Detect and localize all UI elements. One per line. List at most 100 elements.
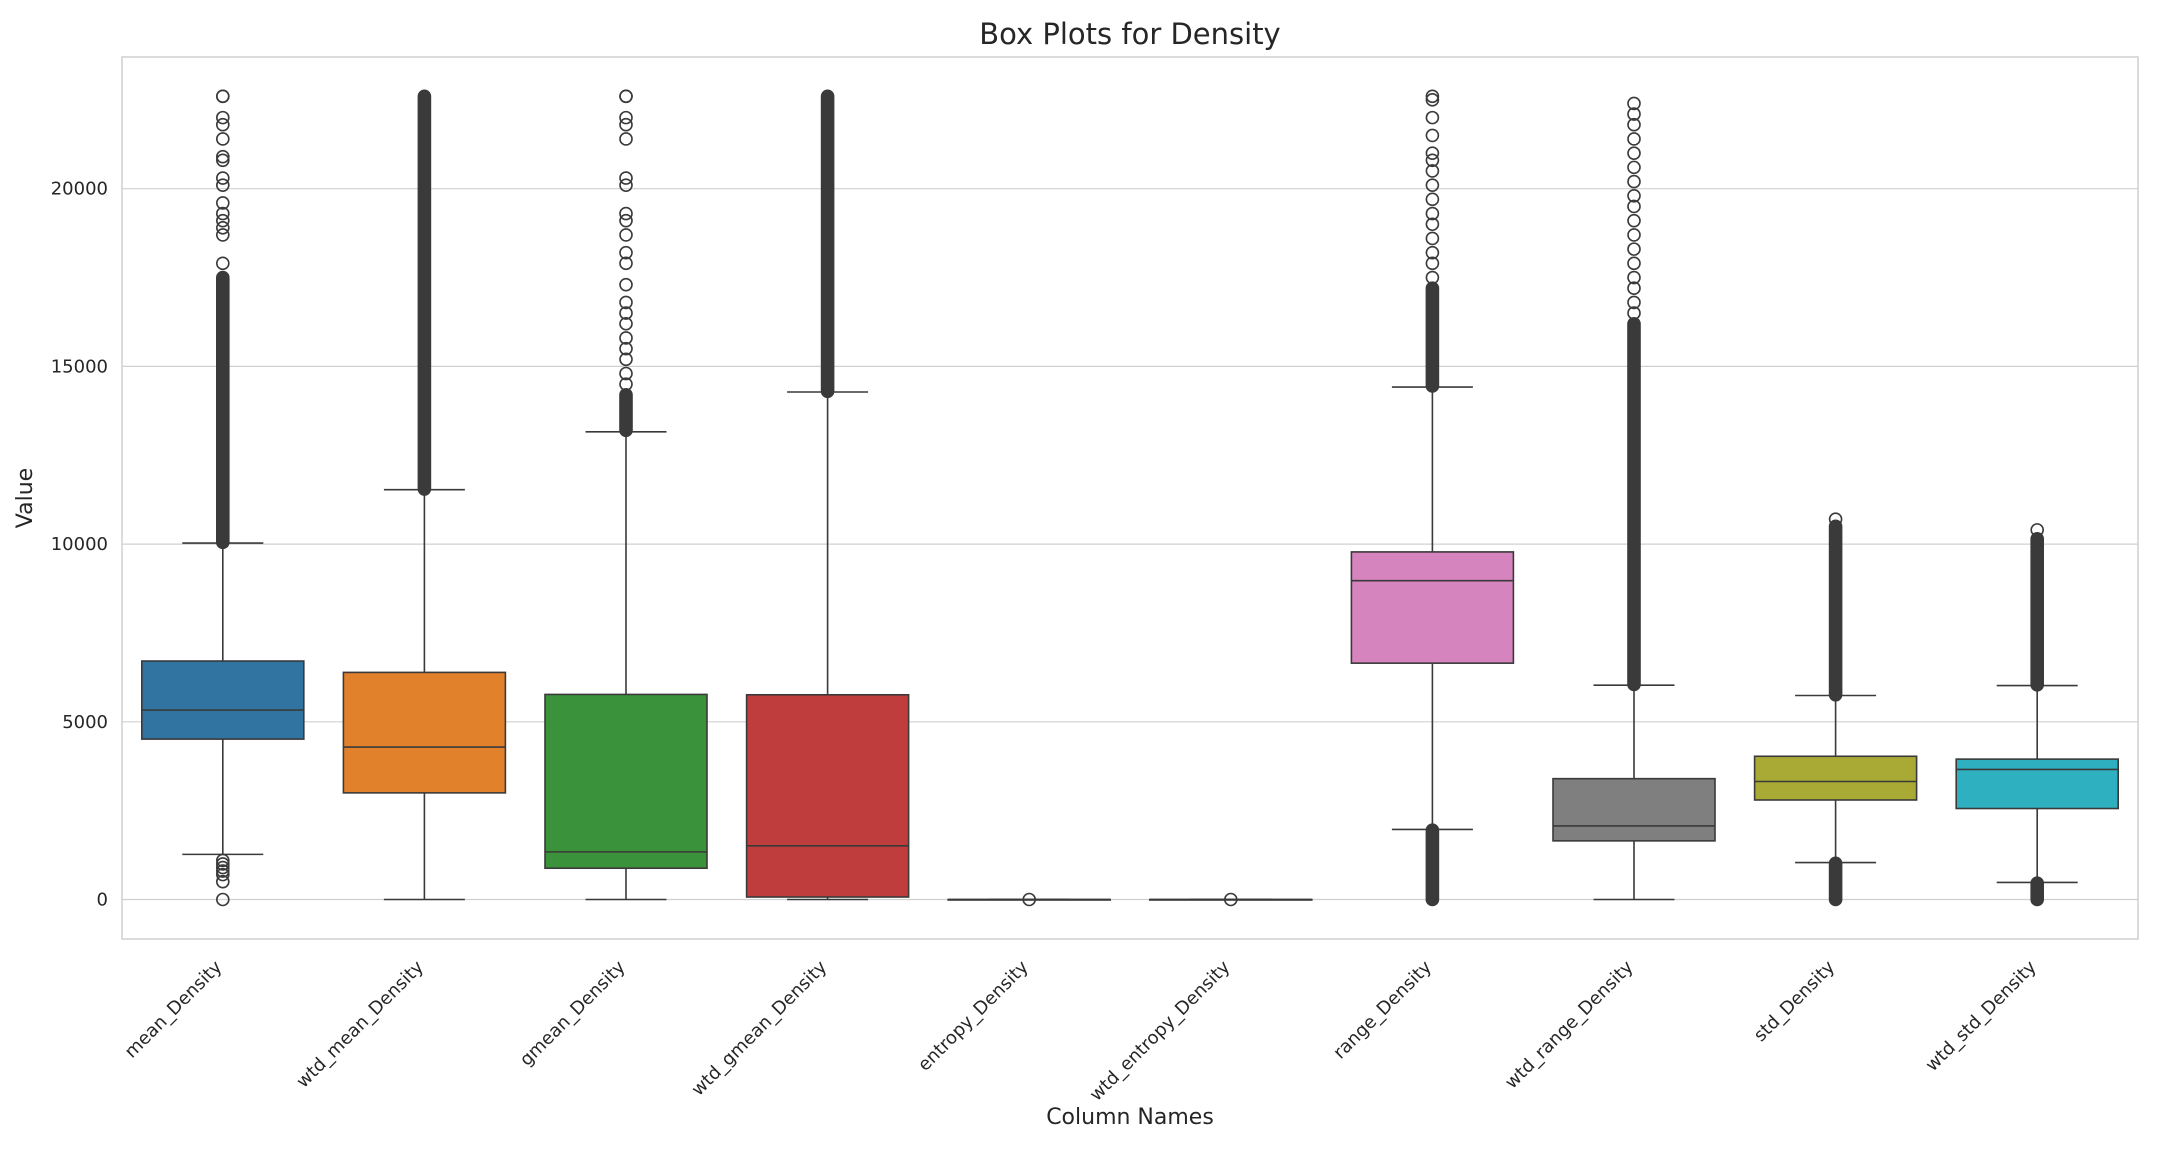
outlier-point	[1425, 270, 1440, 285]
outlier-point	[619, 295, 633, 310]
outlier-point	[619, 256, 633, 271]
outlier-point	[216, 132, 230, 146]
x-tick-label: range_Density	[1329, 956, 1436, 1063]
outlier-point	[1425, 217, 1440, 232]
box-iqr	[544, 693, 708, 870]
outlier-point	[1627, 256, 1641, 271]
x-tick-label: wtd_std_Density	[1922, 956, 2041, 1075]
outlier-point	[216, 874, 230, 889]
outlier-point	[1425, 256, 1440, 271]
box-iqr	[1350, 551, 1515, 664]
outlier-band-low	[2030, 876, 2044, 907]
outlier-point	[619, 206, 633, 221]
outlier-point	[1627, 132, 1641, 146]
outlier-point	[216, 149, 230, 164]
outlier-point	[216, 153, 230, 168]
box-wtd_gmean_Density	[745, 89, 910, 901]
outlier-band-low	[1828, 856, 1843, 907]
box-iqr	[141, 660, 305, 740]
outlier-point	[216, 220, 230, 235]
x-tick-label: std_Density	[1750, 956, 1840, 1046]
outlier-point	[1425, 192, 1440, 207]
outlier-point	[1627, 228, 1641, 242]
outlier-point	[1425, 128, 1440, 143]
outlier-point	[619, 331, 633, 345]
outlier-band-high	[2030, 531, 2044, 692]
outlier-band-high	[820, 89, 835, 399]
outlier-point	[1627, 242, 1641, 256]
outlier-point	[1627, 160, 1641, 175]
outlier-point	[1022, 892, 1036, 907]
outlier-point	[619, 178, 633, 192]
outlier-point	[619, 171, 633, 185]
outlier-point	[1425, 89, 1440, 104]
outlier-point	[619, 132, 633, 146]
outlier-point	[619, 89, 633, 104]
box-entropy_Density	[947, 892, 1112, 907]
outlier-point	[1425, 164, 1440, 178]
x-tick-label: gmean_Density	[516, 956, 630, 1070]
outlier-band-high	[1627, 316, 1641, 692]
x-tick-label: mean_Density	[121, 956, 227, 1062]
outlier-point	[216, 178, 230, 192]
x-tick-label: entropy_Density	[914, 956, 1033, 1075]
outlier-point	[619, 277, 633, 292]
outlier-band-high	[1425, 281, 1440, 393]
outlier-point	[619, 352, 633, 367]
box-iqr	[1753, 755, 1918, 801]
box-gmean_Density	[544, 89, 708, 901]
outlier-point	[1627, 295, 1641, 310]
outlier-point	[1425, 206, 1440, 221]
outlier-point	[1627, 146, 1641, 160]
outlier-point	[216, 89, 230, 104]
outlier-point	[1627, 107, 1641, 121]
outlier-point	[2030, 523, 2044, 537]
x-tick-label: wtd_gmean_Density	[688, 956, 832, 1100]
x-tick-label: wtd_mean_Density	[292, 956, 428, 1092]
box-plots	[141, 89, 2119, 907]
outlier-point	[216, 864, 230, 878]
outlier-point	[216, 110, 230, 125]
outlier-point	[1425, 231, 1440, 246]
outlier-point	[619, 245, 633, 260]
outlier-point	[619, 366, 633, 381]
outlier-point	[1425, 93, 1440, 107]
outlier-band-high	[619, 388, 633, 438]
box-wtd_mean_Density	[342, 89, 507, 901]
outlier-point	[216, 213, 230, 228]
outlier-point	[1828, 512, 1843, 527]
outlier-point	[1627, 213, 1641, 228]
x-axis-label: Column Names	[1046, 1105, 1214, 1130]
outlier-point	[1425, 153, 1440, 168]
outlier-point	[619, 377, 633, 391]
y-axis-label: Value	[13, 468, 38, 528]
outlier-point	[1425, 245, 1440, 260]
outlier-point	[216, 228, 230, 242]
box-wtd_std_Density	[1955, 523, 2119, 907]
outlier-band-high	[216, 270, 230, 550]
outlier-point	[619, 341, 633, 356]
box-iqr	[342, 671, 507, 794]
outlier-band-high	[1828, 519, 1843, 702]
outlier-point	[216, 857, 230, 871]
y-tick-label: 10000	[51, 534, 108, 555]
chart-title: Box Plots for Density	[979, 17, 1280, 51]
outlier-point	[216, 171, 230, 185]
outlier-point	[619, 213, 633, 228]
outlier-point	[1627, 270, 1641, 285]
outlier-band-low	[1425, 823, 1440, 907]
outlier-point	[619, 228, 633, 242]
y-tick-label: 15000	[51, 356, 108, 377]
y-tick-labels: 0 5000 10000 15000 20000	[51, 179, 108, 911]
outlier-point	[1627, 189, 1641, 203]
y-tick-label: 20000	[51, 179, 108, 200]
box-iqr	[1955, 758, 2119, 810]
box-wtd_entropy_Density	[1149, 892, 1313, 907]
y-tick-label: 5000	[62, 712, 108, 733]
box-iqr	[1552, 777, 1716, 842]
outlier-point	[1627, 174, 1641, 189]
outlier-point	[216, 853, 230, 868]
box-iqr	[745, 693, 910, 898]
outlier-point	[1627, 281, 1641, 296]
